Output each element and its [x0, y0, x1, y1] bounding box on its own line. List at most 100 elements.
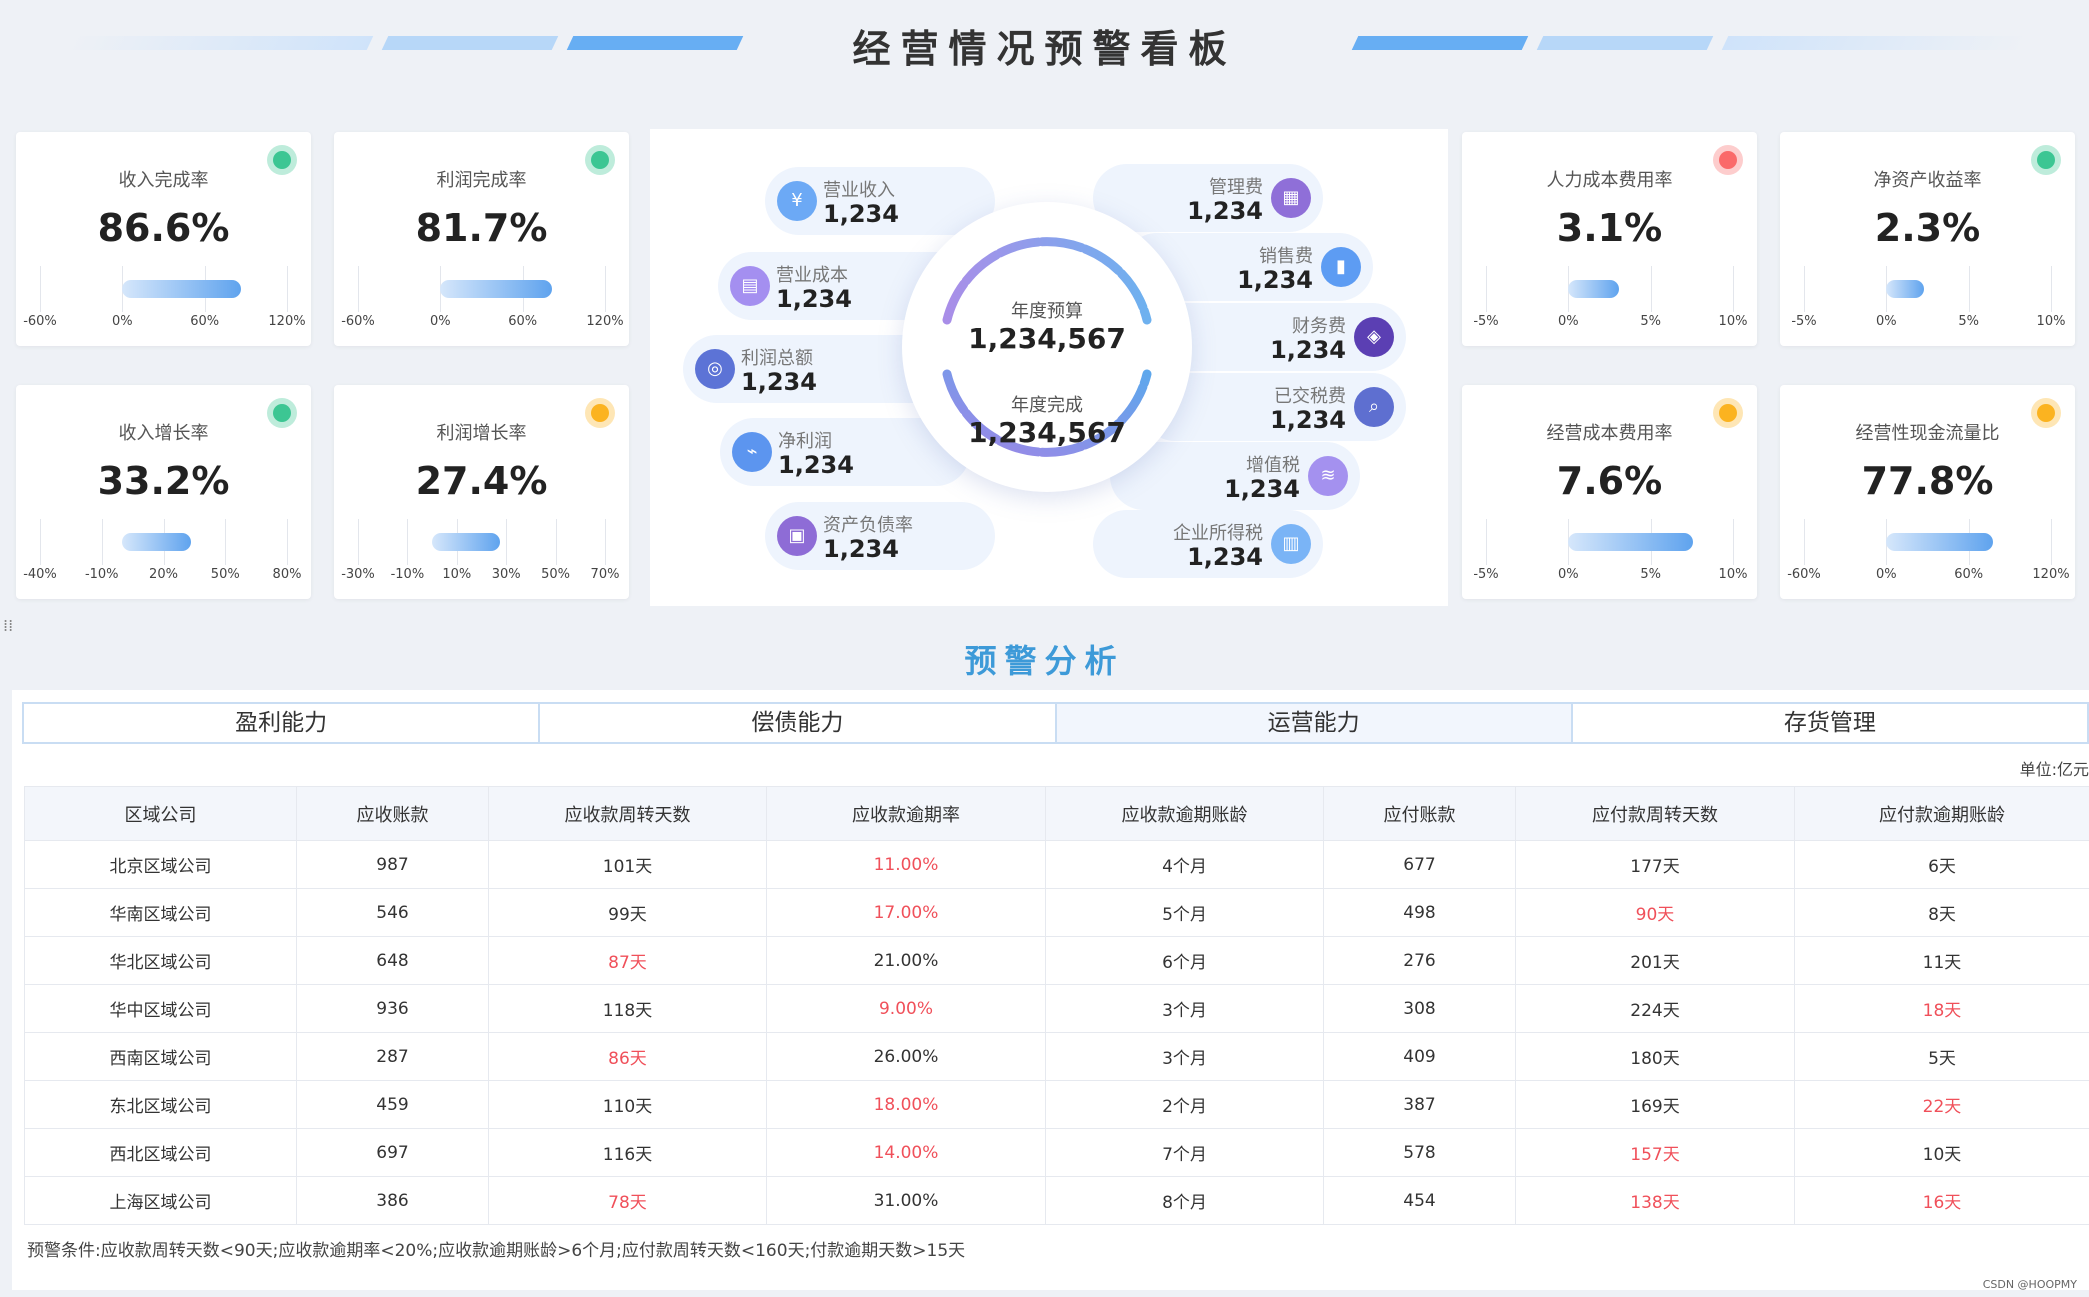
table-cell: 华北区域公司: [24, 936, 297, 985]
gauge-tick: [1733, 266, 1734, 312]
table-cell: 498: [1323, 888, 1516, 937]
gauge-axis: -40% -10% 20% 50% 80%: [16, 567, 311, 583]
calendar-icon: ▦: [1271, 178, 1311, 218]
table-header-row: 区域公司 应收账款 应收款周转天数 应收款逾期率 应收款逾期账龄 应付账款 应付款周转天数应…: [24, 786, 2089, 841]
gauge-axis-label: 0%: [1876, 314, 1897, 329]
gauge-axis-label: 50%: [210, 567, 240, 582]
gauge-tick: [101, 519, 103, 565]
gauge-axis-label: 0%: [430, 314, 451, 329]
table-cell: 90天: [1515, 888, 1795, 937]
table-cell: 459: [296, 1080, 489, 1129]
table-cell: 169天: [1515, 1080, 1795, 1129]
table-cell: 华南区域公司: [24, 888, 297, 937]
budget-item-value: 1,234: [741, 368, 817, 396]
kpi-gauge: [40, 266, 288, 312]
table-cell: 936: [296, 984, 489, 1033]
kpi-card: 收入完成率 86.6% -60% 0% 60% 120%: [16, 132, 311, 346]
budget-item: ¥ 营业收入 1,234: [765, 167, 995, 235]
kpi-card: 收入增长率 33.2% -40% -10% 20% 50% 80%: [16, 385, 311, 599]
budget-item-label: 企业所得税: [1173, 523, 1263, 544]
kpi-value: 2.3%: [1874, 206, 1981, 250]
completion-value: 1,234,567: [968, 416, 1126, 449]
budget-item-label: 已交税费: [1274, 386, 1346, 407]
gauge-axis-label: 10%: [2036, 314, 2066, 329]
table-cell: 10天: [1794, 1128, 2089, 1177]
table-row: 华中区域公司 936 118天 9.00% 3个月 308 224天 18天: [24, 984, 2089, 1033]
table-cell: 180天: [1515, 1032, 1795, 1081]
budget-item: ▦ 管理费 1,234: [1093, 164, 1323, 232]
budget-item-label: 管理费: [1209, 177, 1263, 198]
table-cell: 14.00%: [766, 1128, 1046, 1177]
table-cell: 8个月: [1045, 1176, 1324, 1225]
gauge-tick: [287, 519, 288, 565]
warning-conditions-note: 预警条件:应收款周转天数<90天;应收款逾期率<20%;应收款逾期账龄>6个月;…: [27, 1241, 966, 1261]
gauge-axis-label: 70%: [590, 567, 620, 582]
tab-inventory[interactable]: 存货管理: [1570, 702, 2089, 744]
kpi-value: 27.4%: [415, 459, 548, 503]
gauge-axis: -30% -10% 10% 30% 50% 70%: [334, 567, 629, 583]
gauge-axis: -5% 0% 5% 10%: [1462, 314, 1757, 330]
status-indicator-icon: [267, 145, 297, 175]
budget-item-label: 销售费: [1259, 246, 1313, 267]
table-cell: 东北区域公司: [24, 1080, 297, 1129]
table-cell: 99天: [488, 888, 767, 937]
table-cell: 409: [1323, 1032, 1516, 1081]
gauge-tick: [1968, 266, 1970, 312]
gauge-axis: -60% 0% 60% 120%: [16, 314, 311, 330]
gauge-axis-label: 120%: [268, 314, 306, 329]
analysis-tabs: 盈利能力 偿债能力 运营能力 存货管理: [22, 702, 2089, 744]
gauge-tick: [358, 266, 359, 312]
gauge-axis-label: 0%: [1876, 567, 1897, 582]
gauge-axis-label: 120%: [586, 314, 624, 329]
column-header: 应付款周转天数: [1515, 786, 1795, 841]
gauge-axis-label: 5%: [1640, 314, 1661, 329]
table-cell: 118天: [488, 984, 767, 1033]
gauge-axis-label: -5%: [1791, 314, 1817, 329]
drag-handle-icon[interactable]: ⁞⁞: [3, 616, 14, 635]
cost-document-icon: ▤: [730, 266, 770, 306]
gauge-axis-label: -5%: [1473, 567, 1499, 582]
kpi-card: 经营性现金流量比 77.8% -60% 0% 60% 120%: [1780, 385, 2075, 599]
completion-arc: [942, 369, 1152, 457]
tab-solvency[interactable]: 偿债能力: [538, 702, 1057, 744]
money-bag-icon: ¥: [777, 181, 817, 221]
column-header: 应收款逾期账龄: [1045, 786, 1324, 841]
table-cell: 7个月: [1045, 1128, 1324, 1177]
budget-item-label: 增值税: [1246, 455, 1300, 476]
table-cell: 3个月: [1045, 984, 1324, 1033]
gauge-bar: [1886, 533, 1994, 551]
kpi-value: 81.7%: [415, 206, 548, 250]
table-cell: 201天: [1515, 936, 1795, 985]
table-row: 北京区域公司 987 101天 11.00% 4个月 677 177天 6天: [24, 840, 2089, 889]
gauge-tick: [1733, 519, 1734, 565]
table-cell: 287: [296, 1032, 489, 1081]
table-cell: 31.00%: [766, 1176, 1046, 1225]
gauge-bar: [122, 533, 191, 551]
table-cell: 987: [296, 840, 489, 889]
gauge-axis: -60% 0% 60% 120%: [1780, 567, 2075, 583]
budget-item: ▣ 资产负债率 1,234: [765, 502, 995, 570]
gauge-axis-label: 10%: [1718, 314, 1748, 329]
table-cell: 2个月: [1045, 1080, 1324, 1129]
table-cell: 578: [1323, 1128, 1516, 1177]
gauge-axis-label: -60%: [1787, 567, 1821, 582]
budget-ring-background: [902, 202, 1192, 492]
column-header: 区域公司: [24, 786, 297, 841]
kpi-title: 人力成本费用率: [1546, 170, 1673, 191]
coin-stack-icon: ≋: [1308, 456, 1348, 496]
table-cell: 17.00%: [766, 888, 1046, 937]
kpi-title: 收入完成率: [118, 170, 209, 191]
gauge-tick: [40, 519, 41, 565]
gauge-axis-label: -5%: [1473, 314, 1499, 329]
tab-profitability[interactable]: 盈利能力: [22, 702, 541, 744]
table-cell: 677: [1323, 840, 1516, 889]
tab-operations[interactable]: 运营能力: [1054, 702, 1573, 744]
table-cell: 157天: [1515, 1128, 1795, 1177]
gauge-tick: [605, 266, 606, 312]
status-indicator-icon: [585, 145, 615, 175]
kpi-title: 利润增长率: [436, 423, 527, 444]
warning-table: 区域公司 应收账款 应收款周转天数 应收款逾期率 应收款逾期账龄 应付账款 应付款周转天数应…: [24, 786, 2089, 1225]
gauge-axis-label: -40%: [23, 567, 57, 582]
table-cell: 4个月: [1045, 840, 1324, 889]
table-cell: 224天: [1515, 984, 1795, 1033]
